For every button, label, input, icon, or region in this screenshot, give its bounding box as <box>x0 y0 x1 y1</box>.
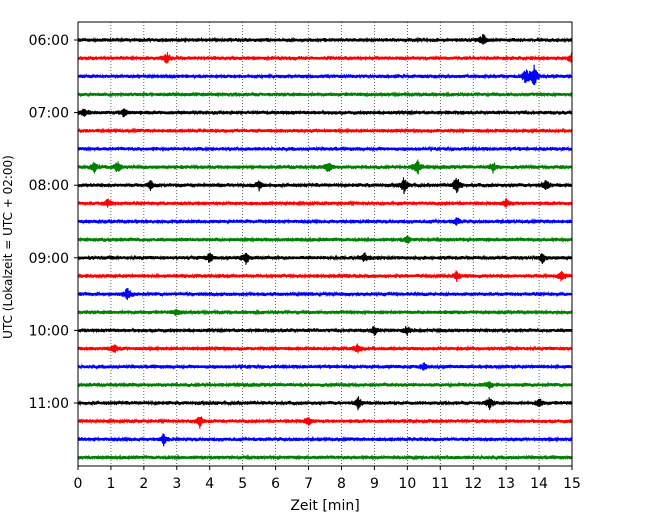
trace-1015 <box>77 343 573 354</box>
traces <box>77 34 573 461</box>
trace-0945 <box>77 308 573 316</box>
x-tick-label: 14 <box>530 476 548 492</box>
y-axis-label: UTC (Lokalzeit = UTC + 02:00) <box>1 155 15 339</box>
x-tick-label: 4 <box>205 476 214 492</box>
trace-0600 <box>77 34 573 45</box>
trace-0715 <box>77 127 573 135</box>
x-tick-label: 1 <box>106 476 115 492</box>
trace-0930 <box>77 288 573 301</box>
trace-0815 <box>77 198 573 208</box>
trace-0830 <box>77 217 573 226</box>
y-ticks: 06:00 07:00 08:00 09:00 10:00 11:00 <box>29 33 78 412</box>
trace-1045 <box>77 381 573 390</box>
x-tick-label: 9 <box>370 476 379 492</box>
grid <box>110 22 540 466</box>
x-tick-label: 2 <box>139 476 148 492</box>
x-tick-label: 3 <box>172 476 181 492</box>
x-tick-label: 13 <box>497 476 515 492</box>
trace-0745 <box>77 159 573 175</box>
plot-frame <box>77 21 573 467</box>
trace-1000 <box>77 326 573 336</box>
x-axis-label: Zeit [min] <box>290 498 359 514</box>
x-tick-label: 6 <box>271 476 280 492</box>
trace-0915 <box>77 270 573 282</box>
trace-1030 <box>77 362 573 371</box>
x-tick-label: 8 <box>337 476 346 492</box>
x-tick-label: 12 <box>464 476 482 492</box>
trace-1145 <box>77 453 573 461</box>
x-tick-label: 15 <box>563 476 581 492</box>
x-ticks: 0 1 2 3 4 5 6 7 8 9 10 11 12 13 14 15 <box>74 466 581 492</box>
trace-1130 <box>77 433 573 447</box>
y-tick-label: 10:00 <box>29 323 69 339</box>
trace-0700 <box>77 108 573 118</box>
trace-0800 <box>77 177 573 195</box>
x-tick-label: 10 <box>398 476 416 492</box>
trace-0900 <box>77 252 573 265</box>
trace-1100 <box>77 396 573 411</box>
trace-0845 <box>77 235 573 244</box>
trace-1115 <box>77 416 573 429</box>
x-tick-label: 0 <box>74 476 83 492</box>
x-tick-label: 11 <box>431 476 449 492</box>
y-tick-label: 11:00 <box>29 396 69 412</box>
trace-0630 <box>77 64 573 86</box>
trace-0615 <box>77 52 573 64</box>
trace-0730 <box>77 145 573 153</box>
trace-0645 <box>77 91 573 98</box>
y-tick-label: 09:00 <box>29 251 69 267</box>
y-tick-label: 08:00 <box>29 178 69 194</box>
y-tick-label: 06:00 <box>29 33 69 49</box>
x-tick-label: 7 <box>304 476 313 492</box>
y-tick-label: 07:00 <box>29 106 69 122</box>
x-tick-label: 5 <box>238 476 247 492</box>
